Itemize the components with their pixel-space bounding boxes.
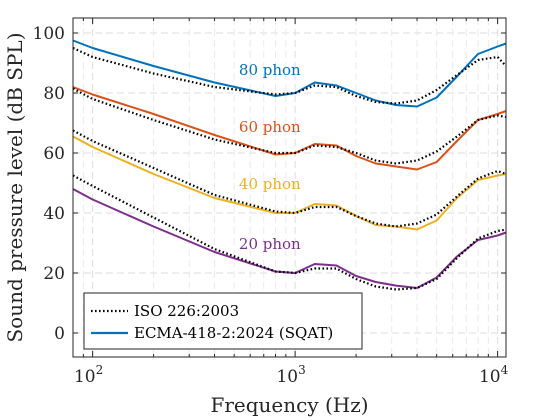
series-line-ecma-40 xyxy=(72,135,507,231)
series-line-iso-40 xyxy=(72,129,507,228)
x-axis-label: Frequency (Hz) xyxy=(210,393,368,417)
legend-label-ecma: ECMA-418-2:2024 (SQAT) xyxy=(134,324,333,342)
annotations: 80 phon 60 phon 40 phon 20 phon xyxy=(239,61,301,253)
y-tick-label: 100 xyxy=(33,24,65,44)
annotation-60-phon: 60 phon xyxy=(239,118,301,136)
legend-box xyxy=(83,292,363,350)
x-tick-label: 102 xyxy=(74,363,103,387)
y-axis-label: Sound pressure level (dB SPL) xyxy=(3,32,27,342)
series-line-ecma-60 xyxy=(72,86,507,171)
annotation-40-phon: 40 phon xyxy=(239,175,301,193)
legend: ISO 226:2003 ECMA-418-2:2024 (SQAT) xyxy=(83,292,363,350)
series-layer xyxy=(72,39,507,291)
annotation-80-phon: 80 phon xyxy=(239,61,301,79)
y-tick-label: 40 xyxy=(43,204,65,224)
annotation-20-phon: 20 phon xyxy=(239,235,301,253)
x-tick-label: 103 xyxy=(276,363,305,387)
series-line-ecma-20 xyxy=(72,188,507,289)
series-line-iso-20 xyxy=(72,174,507,291)
series-line-iso-80 xyxy=(72,47,507,105)
legend-label-iso: ISO 226:2003 xyxy=(134,302,239,320)
y-tick-label: 60 xyxy=(43,144,65,164)
ticks: 0 20 40 60 80 100 102 103 104 xyxy=(33,18,509,387)
series-line-iso-60 xyxy=(72,87,507,165)
y-tick-label: 80 xyxy=(43,84,65,104)
series-line-ecma-80 xyxy=(72,39,507,108)
y-tick-label: 20 xyxy=(43,264,65,284)
y-tick-label: 0 xyxy=(54,324,65,344)
plot-frame xyxy=(72,17,507,358)
x-tick-label: 104 xyxy=(479,363,509,387)
